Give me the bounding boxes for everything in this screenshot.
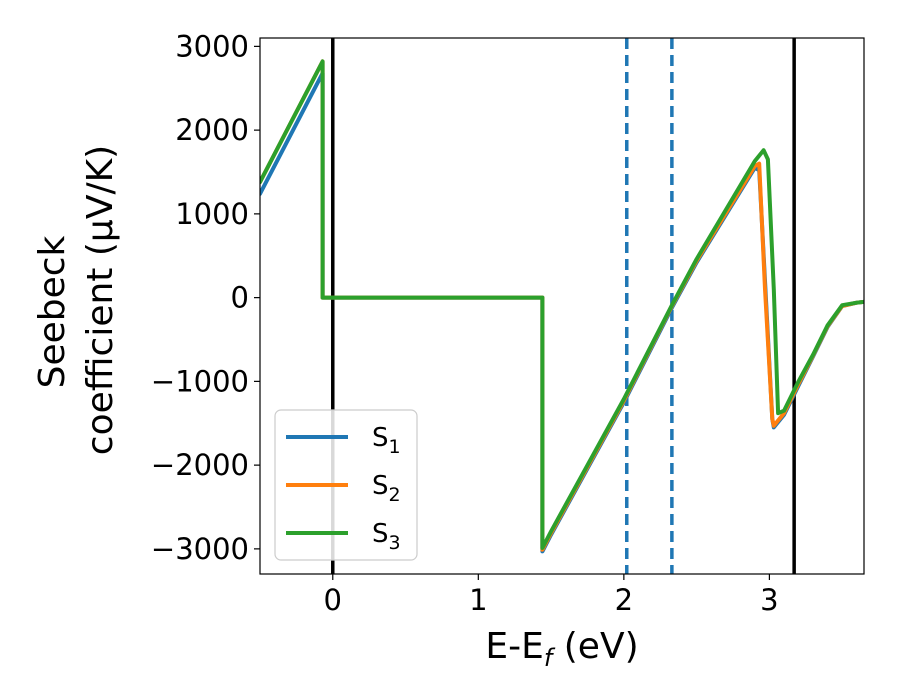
x-axis-title: E-Ef (eV)	[485, 626, 638, 672]
y-tick-label: 3000	[175, 29, 249, 63]
legend-label-s3: S3	[372, 519, 401, 554]
y-axis-title: Seebeck coefficient (μV/K)	[32, 145, 121, 455]
y-axis-ticks: 3000 2000 1000 0 −1000 −2000 −3000	[151, 29, 260, 566]
plot-frame	[259, 37, 865, 575]
x-tick-label: 3	[760, 583, 778, 617]
y-tick-label: 2000	[175, 113, 249, 147]
y-tick-label: 0	[231, 281, 249, 315]
series-lines	[260, 59, 864, 554]
series-line-s3	[260, 59, 864, 550]
y-tick-label: 1000	[175, 197, 249, 231]
x-axis-ticks: 0 1 2 3	[324, 574, 779, 617]
x-tick-label: 0	[324, 583, 342, 617]
legend-label-s1: S1	[372, 423, 401, 458]
x-tick-label: 2	[615, 583, 633, 617]
y-tick-label: −1000	[151, 364, 249, 398]
y-axis-title-line2: coefficient (μV/K)	[80, 145, 121, 455]
legend: S1 S2 S3	[274, 409, 418, 561]
y-tick-label: −3000	[151, 532, 249, 566]
legend-label-s2: S2	[372, 471, 401, 506]
y-axis-title-line1: Seebeck	[32, 235, 73, 388]
y-tick-label: −2000	[151, 448, 249, 482]
x-tick-label: 1	[469, 583, 487, 617]
